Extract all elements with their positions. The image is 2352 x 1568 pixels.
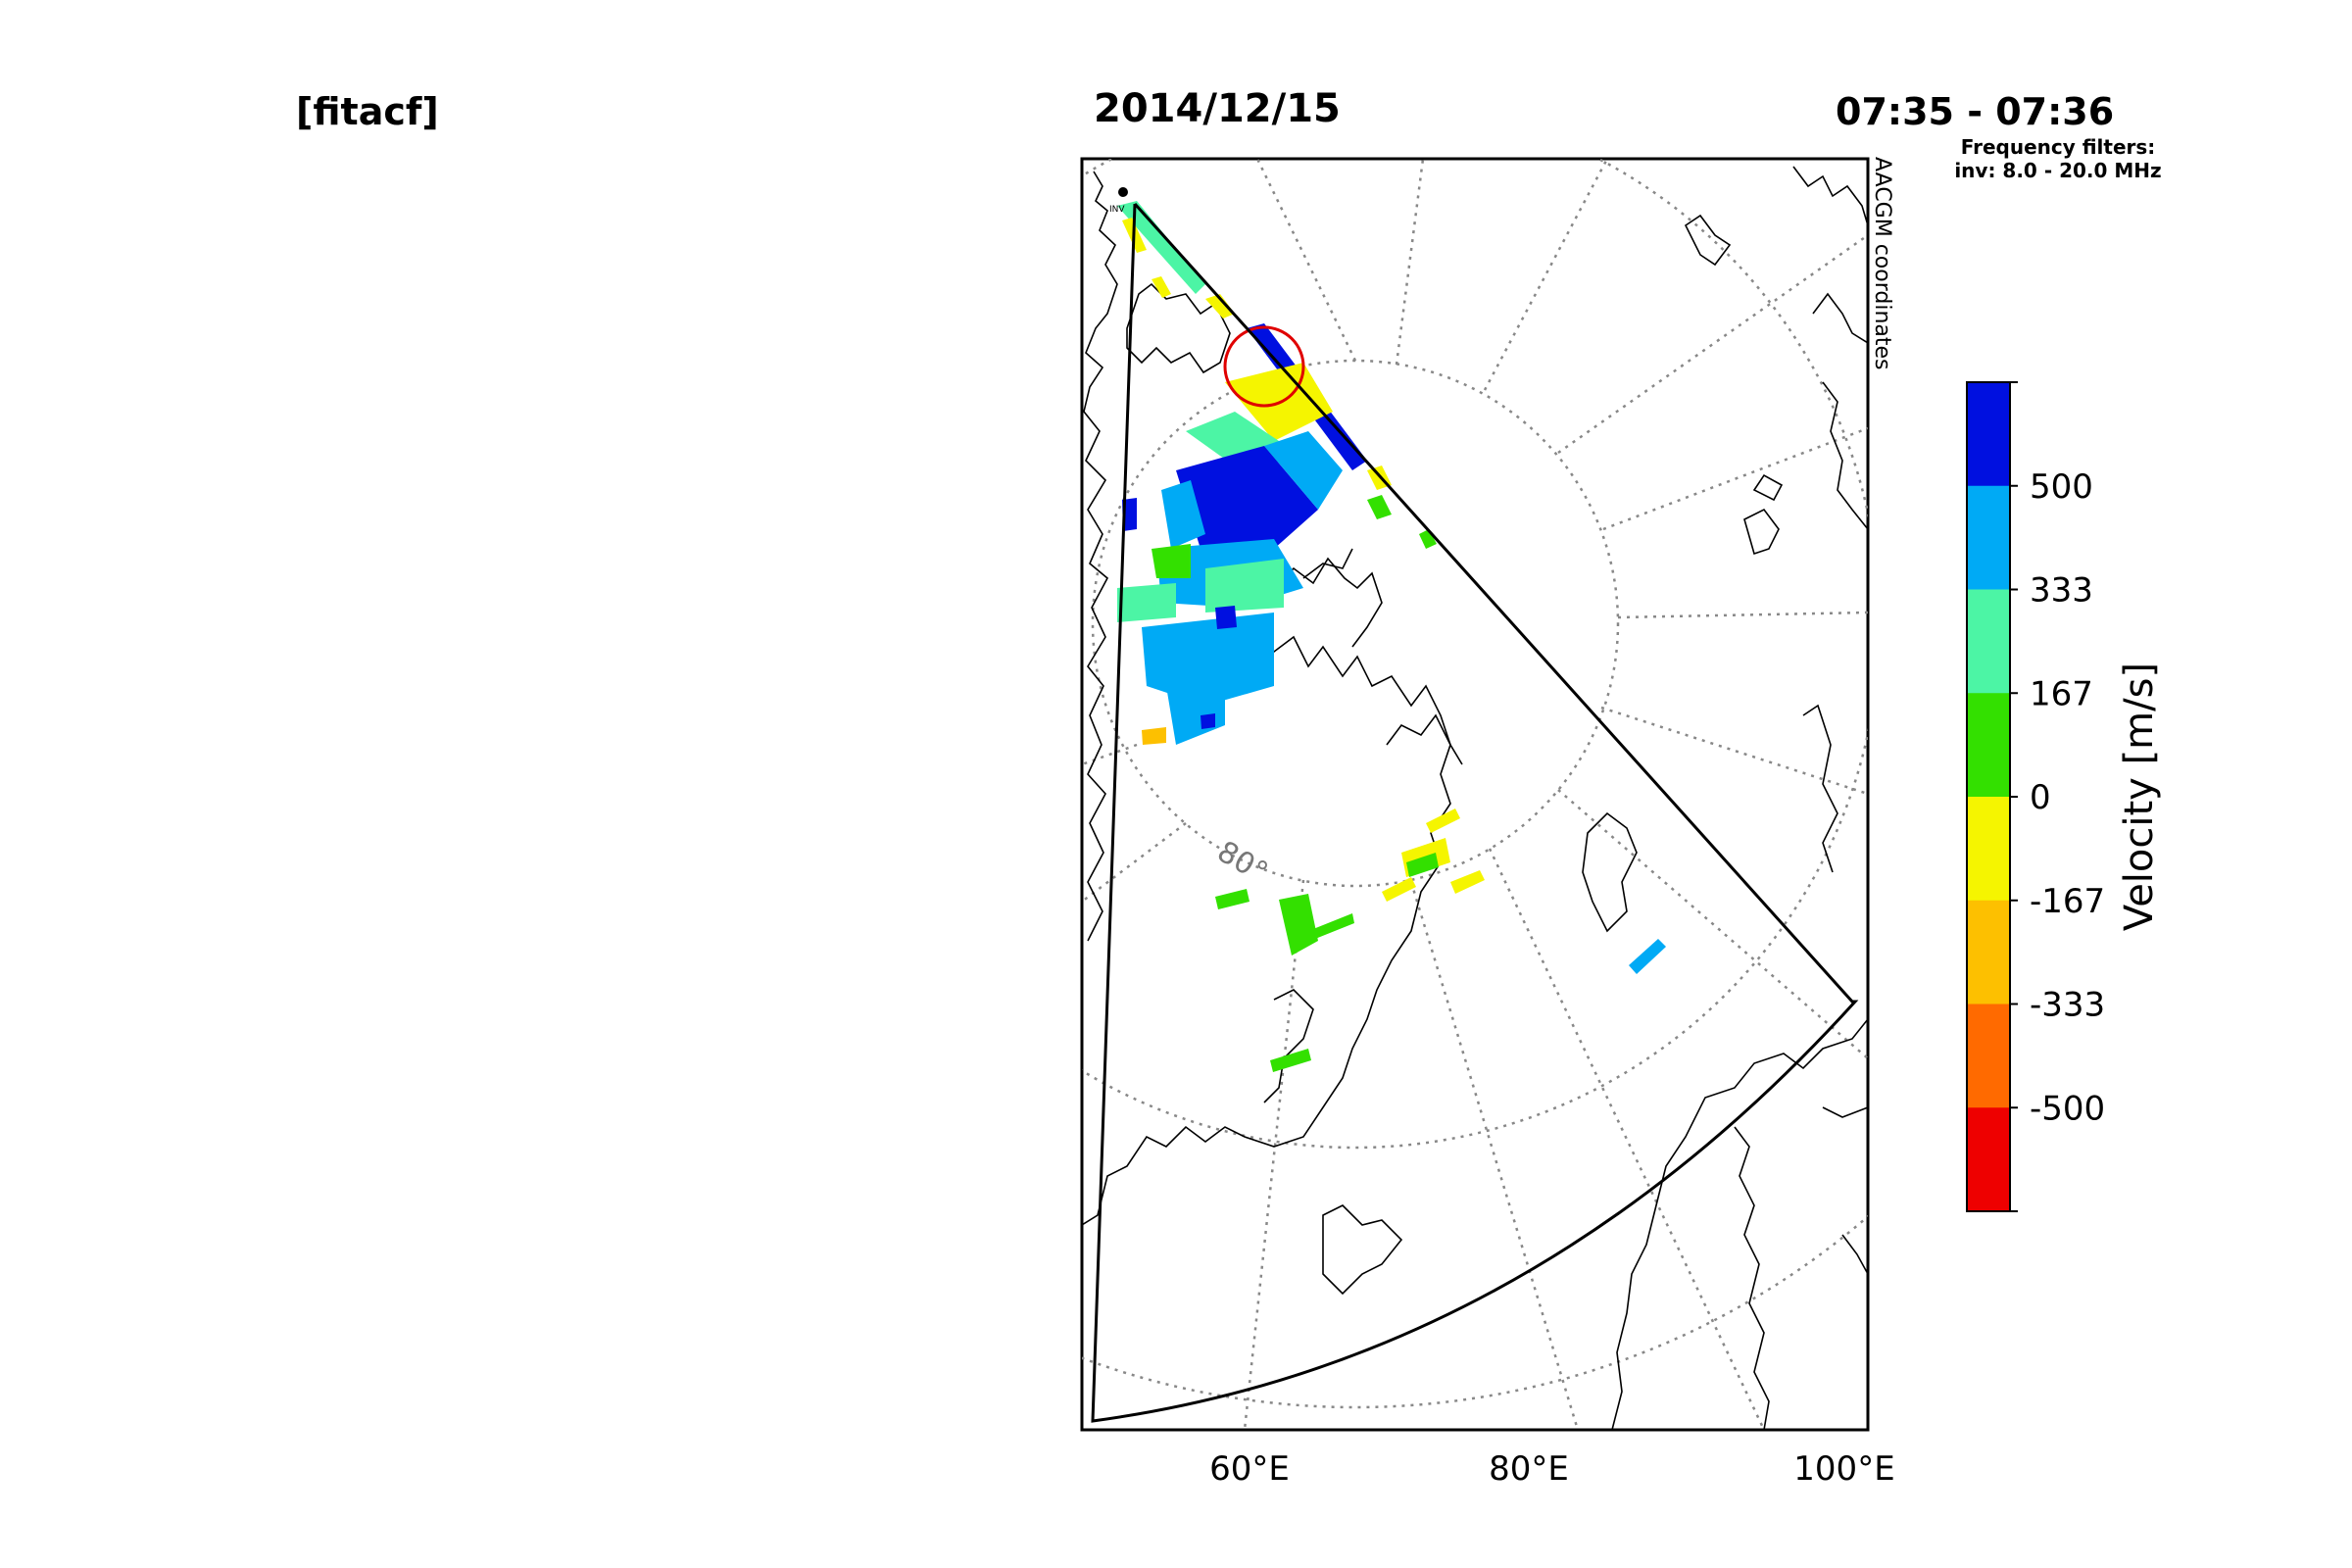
coastline bbox=[1792, 166, 1868, 226]
coastline bbox=[1083, 171, 1118, 942]
velocity-cell bbox=[1215, 889, 1250, 909]
colorbar-tick-label: -167 bbox=[2030, 882, 2105, 921]
colorbar-swatch bbox=[1967, 1107, 2010, 1212]
coastline bbox=[1812, 292, 1868, 344]
colorbar-tick-label: 0 bbox=[2030, 778, 2051, 817]
radar-site-marker bbox=[1118, 187, 1128, 197]
colorbar-tick-label: 500 bbox=[2030, 467, 2093, 507]
meridian-line bbox=[1255, 159, 1357, 362]
radar-site-label: INV bbox=[1109, 205, 1125, 215]
coastline bbox=[1743, 508, 1780, 556]
coastline bbox=[1582, 811, 1638, 933]
velocity-cell bbox=[1152, 544, 1191, 578]
meridian-line bbox=[1409, 881, 1580, 1430]
velocity-cell bbox=[1200, 713, 1215, 729]
colorbar-swatch bbox=[1967, 693, 2010, 798]
coastline bbox=[1752, 473, 1784, 502]
coastline bbox=[1322, 1204, 1403, 1296]
lon-tick-100: 100°E bbox=[1793, 1449, 1894, 1489]
meridian-line bbox=[1082, 743, 1138, 766]
filters-entry: inv: 8.0 - 20.0 MHz bbox=[1954, 159, 2162, 182]
date-title: 2014/12/15 bbox=[1094, 86, 1341, 131]
colorbar-tick-label: 333 bbox=[2030, 571, 2093, 611]
coastline bbox=[1263, 989, 1314, 1103]
colorbar-swatch bbox=[1967, 1004, 2010, 1108]
velocity-cell bbox=[1215, 606, 1237, 629]
velocity-cell bbox=[1205, 294, 1235, 318]
filters-title: Frequency filters: bbox=[1960, 135, 2156, 159]
colorbar-swatch bbox=[1967, 382, 2010, 487]
coordinate-system-label: AACGM coordinates bbox=[1870, 157, 1894, 370]
meridian-line bbox=[1557, 233, 1868, 455]
velocity-cell bbox=[1152, 276, 1171, 298]
velocity-cell bbox=[1264, 431, 1343, 510]
velocity-cell bbox=[1142, 727, 1166, 745]
coastline bbox=[1611, 1018, 1868, 1430]
velocity-cell bbox=[1117, 201, 1205, 294]
velocity-cell bbox=[1406, 853, 1439, 877]
colorbar-label: Velocity [m/s] bbox=[2117, 662, 2162, 931]
colorbar-swatch bbox=[1967, 797, 2010, 902]
coastline bbox=[1734, 1126, 1770, 1430]
colorbar: 500 333 167 0 -167 -333 -500 Velocity [m/s] bbox=[1966, 381, 2162, 1212]
radar-field-of-view bbox=[1091, 202, 1859, 1423]
frequency-filters: Frequency filters: inv: 8.0 - 20.0 MHz bbox=[1931, 135, 2185, 182]
coastline bbox=[1302, 548, 1353, 579]
data-type-label: [fitacf] bbox=[296, 90, 439, 133]
map-frame bbox=[1080, 157, 1870, 1432]
velocity-cell bbox=[1419, 529, 1437, 549]
colorbar-swatch bbox=[1967, 900, 2010, 1004]
meridian-line bbox=[1617, 611, 1868, 619]
coastline bbox=[1273, 557, 1383, 648]
velocity-cell bbox=[1450, 870, 1485, 894]
time-range: 07:35 - 07:36 bbox=[1836, 90, 2115, 133]
colorbar-swatch bbox=[1967, 589, 2010, 694]
velocity-cell bbox=[1117, 583, 1176, 622]
velocity-cell bbox=[1142, 612, 1274, 706]
velocity-cell bbox=[1279, 894, 1318, 956]
coastline bbox=[1822, 381, 1868, 530]
velocity-cell bbox=[1205, 559, 1284, 612]
coastline bbox=[1802, 704, 1838, 873]
velocity-cell bbox=[1426, 808, 1460, 833]
meridian-line bbox=[1243, 879, 1305, 1430]
coastline bbox=[1822, 1106, 1868, 1118]
lon-tick-60: 60°E bbox=[1209, 1449, 1290, 1489]
velocity-cell bbox=[1176, 446, 1318, 549]
meridian-line bbox=[1488, 848, 1766, 1430]
velocity-cell bbox=[1270, 1049, 1311, 1072]
colorbar-swatch bbox=[1967, 485, 2010, 590]
coastline bbox=[1386, 713, 1463, 765]
coastlines bbox=[1082, 166, 1868, 1430]
velocity-cell bbox=[1367, 495, 1392, 519]
lon-tick-80: 80°E bbox=[1489, 1449, 1569, 1489]
highlight-circle bbox=[1223, 325, 1305, 408]
coastline bbox=[1841, 1234, 1868, 1275]
meridian-line bbox=[1602, 426, 1868, 531]
meridian-line bbox=[1557, 789, 1868, 1059]
colorbar-tick-label: -500 bbox=[2030, 1089, 2105, 1128]
velocity-cell bbox=[1313, 913, 1354, 939]
colorbar-tick-label: -333 bbox=[2030, 986, 2105, 1025]
colorbar-tick-label: 167 bbox=[2030, 674, 2093, 713]
graticule bbox=[1082, 159, 1868, 1430]
meridian-line bbox=[1600, 706, 1868, 796]
coastline bbox=[1684, 214, 1732, 267]
velocity-cell bbox=[1382, 877, 1416, 902]
velocity-cell bbox=[1629, 939, 1666, 974]
velocity-cell bbox=[1161, 480, 1205, 549]
meridian-line bbox=[1082, 822, 1187, 903]
